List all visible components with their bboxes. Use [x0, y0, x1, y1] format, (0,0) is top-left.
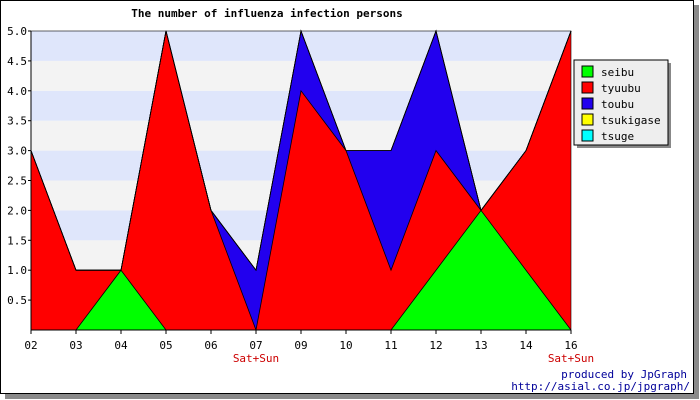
x-tick-label: 14 [519, 339, 533, 352]
y-tick-label: 0.5 [7, 294, 27, 307]
y-tick-label: 1.5 [7, 234, 27, 247]
y-tick-label: 3.0 [7, 145, 27, 158]
legend-label-tyuubu: tyuubu [601, 82, 641, 95]
y-tick-label: 4.0 [7, 85, 27, 98]
legend-label-tsukigase: tsukigase [601, 114, 661, 127]
chart-title: The number of influenza infection person… [131, 7, 403, 20]
legend: seibu tyuubu toubu tsukigase tsuge [573, 59, 671, 148]
y-tick-label: 2.5 [7, 175, 27, 188]
credit-line-2[interactable]: http://asial.co.jp/jpgraph/ [511, 380, 690, 393]
axes: 0.5 1.0 1.5 2.0 2.5 3.0 3.5 4.0 4.5 5.0 02 03 04 05 06… [7, 25, 594, 365]
legend-label-toubu: toubu [601, 98, 634, 111]
x-tick-label: 09 [294, 339, 307, 352]
x-tick-label: 10 [339, 339, 352, 352]
legend-label-tsuge: tsuge [601, 130, 634, 143]
y-tick-label: 5.0 [7, 25, 27, 38]
weekend-label: Sat+Sun [233, 352, 279, 365]
y-tick-label: 3.5 [7, 115, 27, 128]
legend-swatch-toubu [581, 97, 594, 110]
x-tick-label: 03 [69, 339, 82, 352]
x-tick-label: 16 [564, 339, 577, 352]
x-tick-label: 13 [474, 339, 487, 352]
y-tick-label: 4.5 [7, 55, 27, 68]
area-tyuubu [31, 31, 571, 330]
legend-swatch-seibu [581, 65, 594, 78]
x-tick-label: 02 [24, 339, 37, 352]
legend-swatch-tyuubu [581, 81, 594, 94]
area-toubu [31, 31, 571, 330]
x-tick-label: 07 [249, 339, 262, 352]
legend-label-seibu: seibu [601, 66, 634, 79]
x-tick-label: 11 [384, 339, 397, 352]
x-tick-label: 12 [429, 339, 442, 352]
legend-swatch-tsukigase [581, 113, 594, 126]
chart-svg: The number of influenza infection person… [7, 7, 690, 393]
y-tick-label: 1.0 [7, 264, 27, 277]
x-tick-label: 05 [159, 339, 172, 352]
weekend-label: Sat+Sun [548, 352, 594, 365]
x-tick-label: 04 [114, 339, 128, 352]
chart-frame: The number of influenza infection person… [0, 0, 694, 394]
y-tick-label: 2.0 [7, 204, 27, 217]
legend-swatch-tsuge [581, 129, 594, 142]
area-seibu [31, 210, 571, 330]
credit-line-1: produced by JpGraph [561, 368, 687, 381]
x-tick-label: 06 [204, 339, 217, 352]
